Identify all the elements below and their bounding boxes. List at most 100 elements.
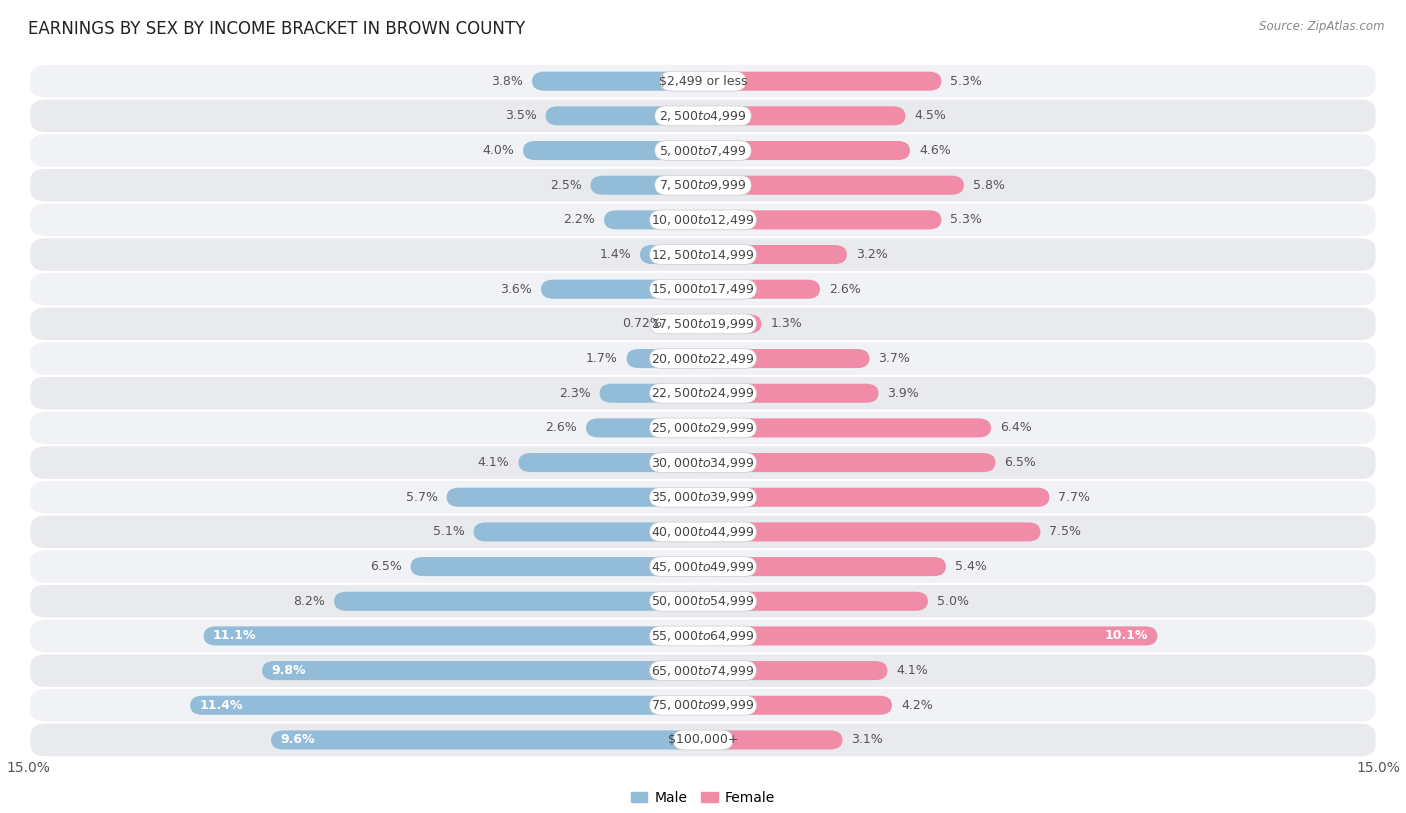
FancyBboxPatch shape	[541, 280, 703, 298]
FancyBboxPatch shape	[31, 481, 1375, 514]
FancyBboxPatch shape	[31, 411, 1375, 444]
Text: EARNINGS BY SEX BY INCOME BRACKET IN BROWN COUNTY: EARNINGS BY SEX BY INCOME BRACKET IN BRO…	[28, 20, 526, 38]
Text: 15.0%: 15.0%	[1355, 762, 1400, 776]
FancyBboxPatch shape	[650, 245, 756, 264]
FancyBboxPatch shape	[519, 453, 703, 472]
Text: 6.4%: 6.4%	[1000, 421, 1032, 434]
Text: 2.5%: 2.5%	[550, 179, 582, 192]
Text: $25,000 to $29,999: $25,000 to $29,999	[651, 421, 755, 435]
FancyBboxPatch shape	[703, 592, 928, 611]
Text: 3.8%: 3.8%	[491, 75, 523, 88]
Text: 5.3%: 5.3%	[950, 75, 983, 88]
Text: $22,500 to $24,999: $22,500 to $24,999	[651, 386, 755, 400]
FancyBboxPatch shape	[703, 211, 942, 229]
Text: 3.1%: 3.1%	[852, 733, 883, 746]
FancyBboxPatch shape	[703, 141, 910, 160]
FancyBboxPatch shape	[650, 626, 756, 646]
Text: 4.6%: 4.6%	[920, 144, 950, 157]
FancyBboxPatch shape	[673, 730, 733, 750]
FancyBboxPatch shape	[586, 419, 703, 437]
Text: $12,500 to $14,999: $12,500 to $14,999	[651, 247, 755, 262]
Text: 5.8%: 5.8%	[973, 179, 1005, 192]
Text: 5.3%: 5.3%	[950, 213, 983, 226]
FancyBboxPatch shape	[523, 141, 703, 160]
FancyBboxPatch shape	[599, 384, 703, 402]
Text: $100,000+: $100,000+	[668, 733, 738, 746]
Text: 1.3%: 1.3%	[770, 317, 803, 330]
FancyBboxPatch shape	[31, 238, 1375, 271]
FancyBboxPatch shape	[703, 488, 1049, 506]
FancyBboxPatch shape	[31, 169, 1375, 202]
FancyBboxPatch shape	[335, 592, 703, 611]
Text: 2.6%: 2.6%	[546, 421, 576, 434]
Text: 15.0%: 15.0%	[6, 762, 51, 776]
Text: 2.3%: 2.3%	[558, 387, 591, 400]
FancyBboxPatch shape	[31, 654, 1375, 687]
FancyBboxPatch shape	[640, 245, 703, 264]
Text: $2,499 or less: $2,499 or less	[659, 75, 747, 88]
FancyBboxPatch shape	[650, 210, 756, 230]
FancyBboxPatch shape	[31, 342, 1375, 375]
Text: $10,000 to $12,499: $10,000 to $12,499	[651, 213, 755, 227]
Text: $15,000 to $17,499: $15,000 to $17,499	[651, 282, 755, 296]
Text: 5.7%: 5.7%	[405, 491, 437, 504]
FancyBboxPatch shape	[31, 203, 1375, 236]
FancyBboxPatch shape	[411, 557, 703, 576]
FancyBboxPatch shape	[262, 661, 703, 680]
Text: 4.5%: 4.5%	[914, 110, 946, 122]
FancyBboxPatch shape	[31, 377, 1375, 410]
FancyBboxPatch shape	[31, 134, 1375, 167]
FancyBboxPatch shape	[703, 730, 842, 750]
Text: $45,000 to $49,999: $45,000 to $49,999	[651, 559, 755, 574]
FancyBboxPatch shape	[31, 515, 1375, 548]
Legend: Male, Female: Male, Female	[626, 785, 780, 811]
Text: 6.5%: 6.5%	[370, 560, 402, 573]
Text: 1.4%: 1.4%	[599, 248, 631, 261]
FancyBboxPatch shape	[627, 349, 703, 368]
Text: $55,000 to $64,999: $55,000 to $64,999	[651, 629, 755, 643]
Text: $65,000 to $74,999: $65,000 to $74,999	[651, 663, 755, 677]
FancyBboxPatch shape	[703, 696, 891, 715]
Text: Source: ZipAtlas.com: Source: ZipAtlas.com	[1260, 20, 1385, 33]
FancyBboxPatch shape	[31, 99, 1375, 133]
Text: 9.6%: 9.6%	[280, 733, 315, 746]
FancyBboxPatch shape	[655, 106, 751, 126]
FancyBboxPatch shape	[650, 487, 756, 507]
Text: $2,500 to $4,999: $2,500 to $4,999	[659, 109, 747, 123]
Text: 4.1%: 4.1%	[897, 664, 928, 677]
Text: $50,000 to $54,999: $50,000 to $54,999	[651, 594, 755, 608]
Text: 3.2%: 3.2%	[856, 248, 887, 261]
FancyBboxPatch shape	[671, 315, 703, 333]
FancyBboxPatch shape	[655, 141, 751, 160]
FancyBboxPatch shape	[591, 176, 703, 195]
Text: 4.1%: 4.1%	[478, 456, 509, 469]
FancyBboxPatch shape	[703, 626, 1157, 646]
FancyBboxPatch shape	[703, 419, 991, 437]
FancyBboxPatch shape	[650, 557, 756, 576]
FancyBboxPatch shape	[650, 522, 756, 541]
FancyBboxPatch shape	[703, 72, 942, 91]
FancyBboxPatch shape	[703, 661, 887, 680]
Text: $7,500 to $9,999: $7,500 to $9,999	[659, 178, 747, 192]
FancyBboxPatch shape	[650, 661, 756, 680]
FancyBboxPatch shape	[31, 550, 1375, 583]
FancyBboxPatch shape	[703, 245, 846, 264]
Text: 7.5%: 7.5%	[1049, 525, 1081, 538]
FancyBboxPatch shape	[31, 446, 1375, 479]
FancyBboxPatch shape	[31, 585, 1375, 618]
Text: $17,500 to $19,999: $17,500 to $19,999	[651, 317, 755, 331]
FancyBboxPatch shape	[31, 307, 1375, 340]
Text: 3.9%: 3.9%	[887, 387, 920, 400]
FancyBboxPatch shape	[546, 107, 703, 125]
Text: 5.1%: 5.1%	[433, 525, 464, 538]
FancyBboxPatch shape	[703, 349, 869, 368]
Text: 5.4%: 5.4%	[955, 560, 987, 573]
FancyBboxPatch shape	[703, 384, 879, 402]
FancyBboxPatch shape	[31, 689, 1375, 722]
FancyBboxPatch shape	[703, 280, 820, 298]
FancyBboxPatch shape	[703, 107, 905, 125]
Text: 7.7%: 7.7%	[1059, 491, 1091, 504]
FancyBboxPatch shape	[474, 523, 703, 541]
Text: 2.2%: 2.2%	[564, 213, 595, 226]
FancyBboxPatch shape	[650, 314, 756, 334]
